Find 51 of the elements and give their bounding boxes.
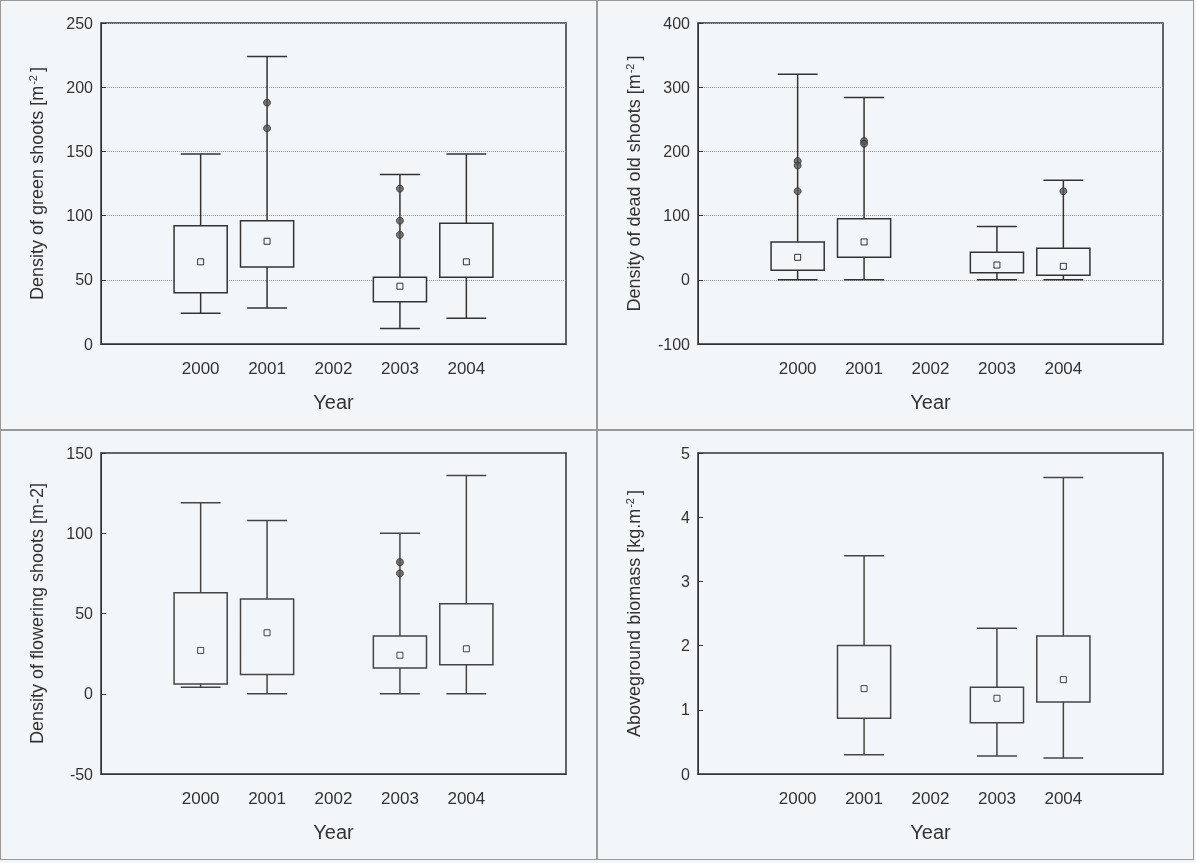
x-axis-title: Year	[910, 391, 952, 413]
y-tick-label: 200	[66, 78, 94, 96]
y-tick-label: 50	[75, 271, 94, 289]
x-tick-label: 2000	[181, 359, 220, 378]
y-tick-label: 250	[66, 14, 94, 32]
x-tick-label: 2003	[381, 789, 419, 808]
x-tick-label: 2000	[778, 359, 817, 378]
x-tick-label: 2001	[248, 359, 286, 378]
y-tick-label: 400	[663, 14, 691, 32]
x-tick-label: 2002	[314, 359, 353, 378]
y-tick-label: 2	[681, 637, 691, 655]
x-tick-label: 2000	[181, 789, 220, 808]
x-axis-title: Year	[910, 821, 952, 843]
y-tick-label: 5	[681, 444, 691, 462]
y-tick-label: 4	[681, 508, 691, 526]
x-tick-label: 2004	[1044, 789, 1083, 808]
x-tick-label: 2001	[845, 789, 883, 808]
y-tick-label: 100	[663, 207, 691, 225]
y-tick-label: 100	[66, 207, 94, 225]
x-tick-label: 2002	[314, 789, 353, 808]
y-axis-title: Density of flowering shoots [m-2]	[27, 482, 47, 745]
x-tick-label: 2002	[911, 359, 950, 378]
x-tick-label: 2004	[447, 789, 486, 808]
x-tick-label: 2001	[248, 789, 286, 808]
x-tick-label: 2004	[1044, 359, 1083, 378]
y-tick-label: 150	[66, 444, 94, 462]
y-tick-label: 0	[84, 335, 94, 353]
y-tick-label: 0	[681, 765, 691, 783]
x-tick-label: 2001	[845, 359, 883, 378]
y-tick-label: -50	[69, 765, 94, 783]
y-tick-label: 3	[681, 572, 691, 590]
y-tick-label: 150	[66, 142, 94, 160]
y-tick-label: 0	[681, 271, 691, 289]
x-axis-title: Year	[313, 821, 355, 843]
x-tick-label: 2004	[447, 359, 486, 378]
y-tick-label: 300	[663, 78, 691, 96]
y-axis-title: Density of green shoots [m-2]	[26, 67, 47, 300]
y-tick-label: 50	[75, 605, 94, 622]
y-tick-label: 100	[66, 524, 94, 542]
y-axis-title: Density of dead old shoots [m-2]	[623, 55, 644, 312]
y-tick-label: 1	[681, 701, 691, 719]
x-tick-label: 2002	[911, 789, 950, 808]
x-axis-title: Year	[313, 391, 355, 413]
x-tick-label: 2003	[978, 789, 1016, 808]
y-tick-label: 200	[663, 142, 691, 160]
y-tick-label: 0	[84, 685, 94, 703]
x-tick-label: 2003	[381, 359, 419, 378]
y-axis-title: Aboveground biomass [kg.m-2]	[623, 490, 644, 737]
x-tick-label: 2003	[978, 359, 1016, 378]
y-tick-label: -100	[657, 335, 691, 353]
x-tick-label: 2000	[778, 789, 817, 808]
